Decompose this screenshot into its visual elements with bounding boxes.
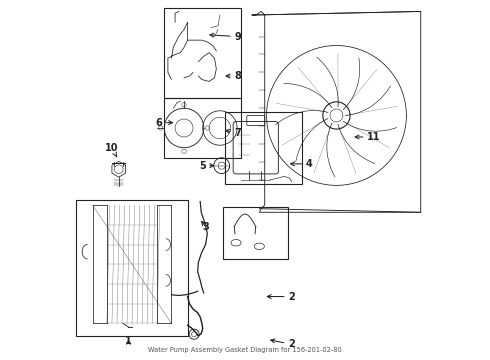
Text: Water Pump Assembly Gasket Diagram for 156-201-02-80: Water Pump Assembly Gasket Diagram for 1… bbox=[148, 347, 342, 353]
Circle shape bbox=[330, 109, 343, 122]
Text: 7: 7 bbox=[226, 129, 241, 138]
Text: 5: 5 bbox=[199, 161, 214, 171]
Text: 10: 10 bbox=[105, 143, 119, 157]
Text: 2: 2 bbox=[271, 339, 295, 349]
Text: 4: 4 bbox=[291, 159, 313, 169]
Circle shape bbox=[323, 102, 350, 129]
Bar bbox=[164, 98, 242, 158]
Text: 6: 6 bbox=[156, 118, 172, 128]
Text: 2: 2 bbox=[267, 292, 295, 302]
Bar bbox=[225, 112, 302, 184]
Text: 1: 1 bbox=[125, 336, 132, 346]
Text: 11: 11 bbox=[355, 132, 380, 142]
Bar bbox=[223, 207, 288, 259]
Text: 3: 3 bbox=[202, 221, 209, 231]
Text: 8: 8 bbox=[226, 71, 241, 81]
Bar bbox=[76, 200, 188, 336]
Bar bbox=[164, 8, 242, 98]
Text: 9: 9 bbox=[210, 32, 241, 41]
